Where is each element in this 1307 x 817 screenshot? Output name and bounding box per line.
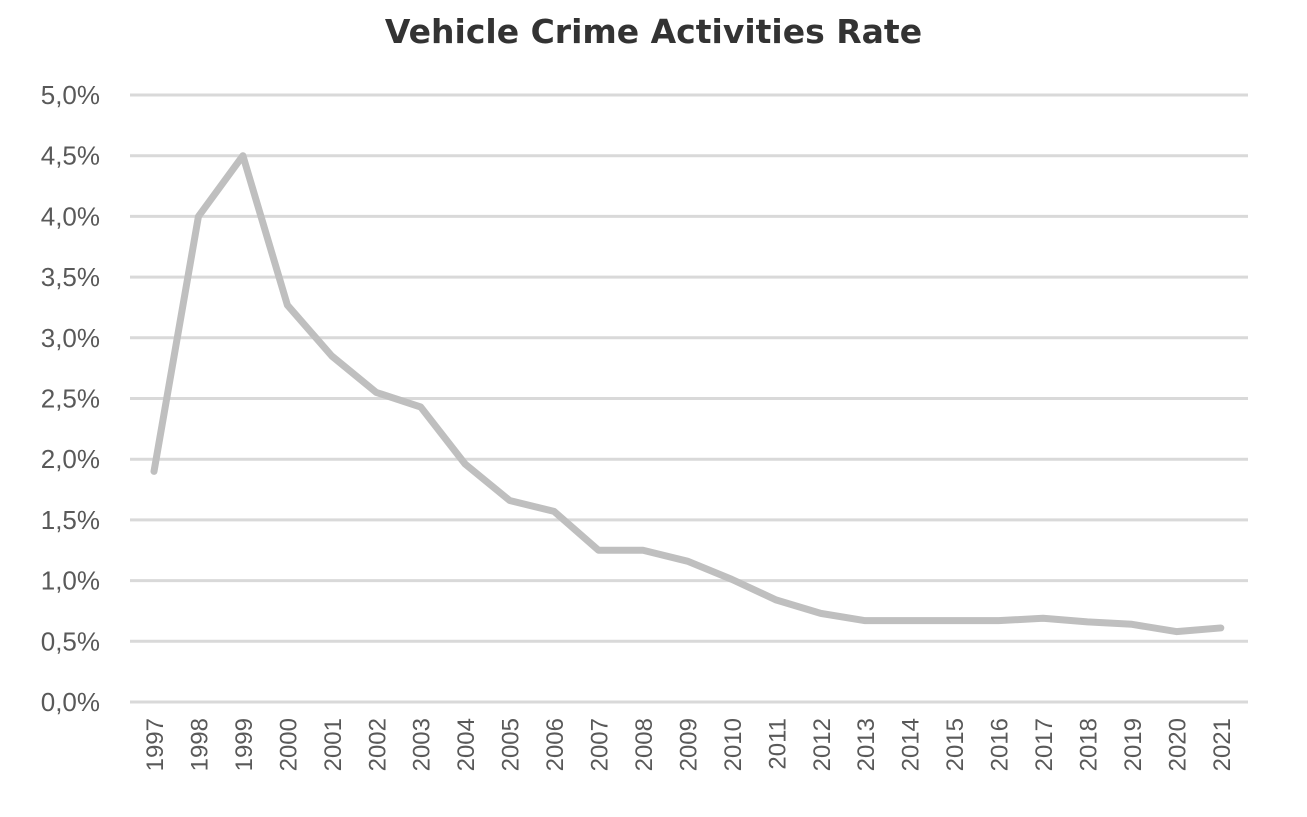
y-tick-label: 1,5% [41,505,100,535]
gridlines [130,93,1248,704]
x-tick-label: 2018 [1075,718,1102,771]
x-tick-label: 2006 [542,718,569,771]
y-tick-label: 3,0% [41,323,100,353]
x-tick-label: 1999 [231,718,258,771]
x-tick-label: 2003 [409,718,436,771]
y-tick-label: 0,5% [41,626,100,656]
x-tick-label: 2019 [1120,718,1147,771]
x-tick-label: 2020 [1164,718,1191,771]
y-tick-label: 2,0% [41,444,100,474]
x-tick-label: 2012 [809,718,836,771]
y-tick-label: 4,0% [41,201,100,231]
x-tick-label: 2013 [853,718,880,771]
series-line [150,152,1225,636]
x-tick-label: 2001 [320,718,347,771]
y-tick-label: 2,5% [41,384,100,414]
x-tick-label: 2017 [1031,718,1058,771]
y-axis-ticks: 0,0% 0,5% 1,0% 1,5% 2,0% 2,5% 3,0% 3,5% 4,0% 4,5%… [41,80,100,717]
x-tick-label: 2015 [942,718,969,771]
x-tick-label: 2007 [587,718,614,771]
x-tick-label: 2004 [453,718,480,771]
x-axis-ticks: 1997 1998 1999 2000 2001 2002 2003 2004 2005 2006… [142,718,1236,771]
x-tick-label: 2005 [498,718,525,771]
x-tick-label: 1997 [142,718,169,771]
x-tick-label: 2016 [987,718,1014,771]
y-tick-label: 1,0% [41,566,100,596]
x-tick-label: 2008 [631,718,658,771]
x-tick-label: 2000 [275,718,302,771]
y-tick-label: 5,0% [41,80,100,110]
x-tick-label: 2011 [764,718,791,770]
x-tick-label: 2014 [898,718,925,771]
x-tick-label: 2009 [675,718,702,771]
y-tick-label: 0,0% [41,687,100,717]
x-tick-label: 1998 [186,718,213,771]
series-layer [150,152,1225,636]
x-tick-label: 2010 [720,718,747,771]
chart-title: Vehicle Crime Activities Rate [384,12,923,51]
x-tick-label: 2021 [1209,718,1236,771]
x-tick-label: 2002 [364,718,391,771]
y-tick-label: 4,5% [41,141,100,171]
y-tick-label: 3,5% [41,262,100,292]
